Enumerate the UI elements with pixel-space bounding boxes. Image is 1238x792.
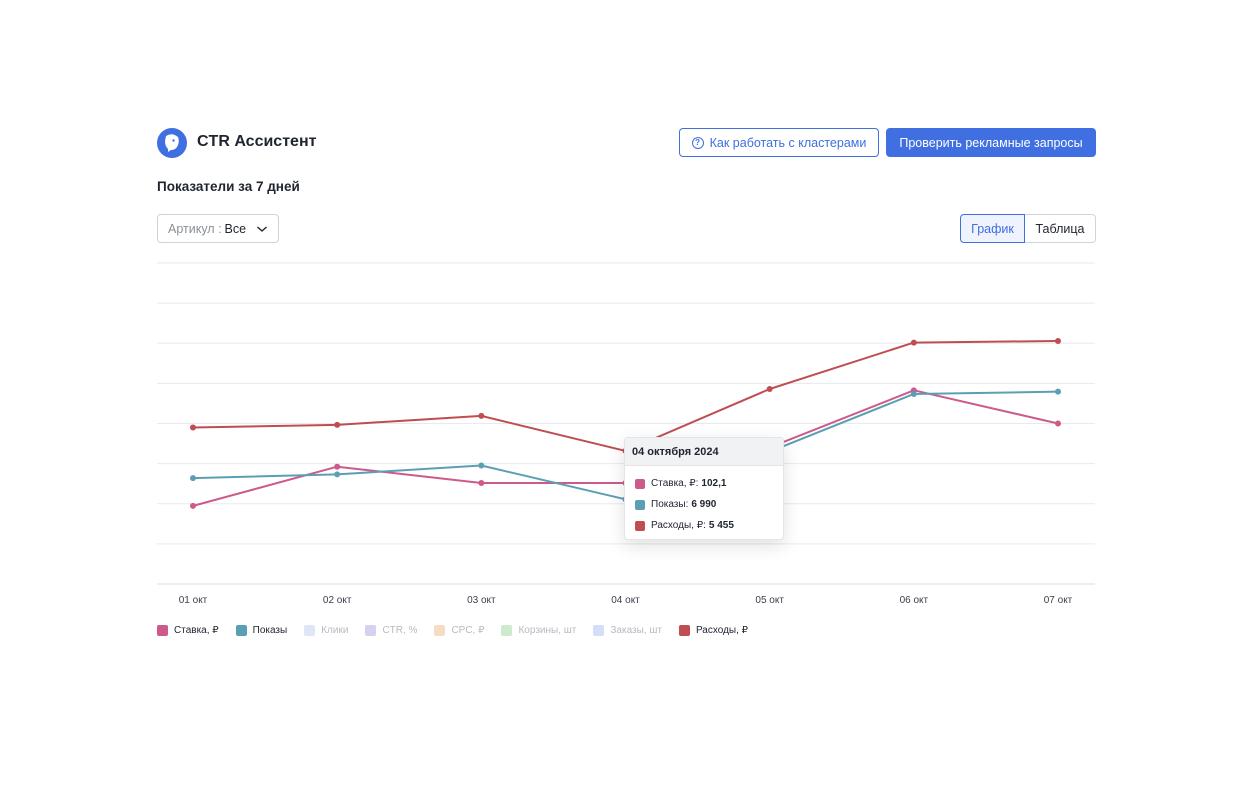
legend-item[interactable]: Расходы, ₽ [678, 624, 749, 636]
legend-item[interactable]: Показы [235, 624, 288, 636]
data-point [910, 339, 917, 346]
data-point [334, 463, 341, 470]
section-title: Показатели за 7 дней [157, 179, 300, 194]
legend-label: Ставка, ₽ [174, 624, 219, 636]
data-point [334, 471, 341, 478]
tooltip-value: 6 990 [691, 499, 717, 510]
legend-swatch [365, 624, 377, 636]
legend-item[interactable]: Клики [304, 624, 349, 636]
header: CTR Ассистент ? Как работать с кластерам… [157, 128, 1096, 158]
legend-item[interactable]: Заказы, шт [593, 624, 662, 636]
x-tick-label: 04 окт [611, 595, 640, 606]
tooltip-label: Показы: [651, 499, 689, 510]
legend-label: Показы [252, 624, 288, 636]
legend-swatch [501, 624, 513, 636]
tab-table[interactable]: Таблица [1025, 214, 1096, 243]
x-tick-label: 01 окт [179, 595, 208, 606]
tooltip-row: Ставка, ₽: 102,1 [625, 473, 783, 494]
legend-swatch [157, 624, 168, 636]
tooltip-value: 102,1 [701, 478, 727, 489]
tooltip-label: Расходы, ₽: [651, 520, 706, 531]
tooltip-value: 5 455 [708, 520, 734, 531]
data-point [478, 480, 485, 487]
legend-label: CPC, ₽ [451, 624, 485, 636]
question-icon: ? [691, 136, 704, 149]
chevron-down-icon [257, 226, 267, 232]
article-filter-value: Все [224, 221, 247, 236]
tooltip-row: Показы: 6 990 [625, 494, 783, 515]
x-tick-label: 07 окт [1044, 595, 1073, 606]
tooltip-body: Ставка, ₽: 102,1 Показы: 6 990 Расходы, ₽: 5 … [625, 466, 783, 536]
app-title: CTR Ассистент [197, 133, 317, 150]
tooltip-swatch [635, 520, 645, 531]
view-toggle: График Таблица [960, 214, 1096, 243]
data-point [1055, 420, 1061, 427]
check-ad-queries-button[interactable]: Проверить рекламные запросы [886, 128, 1096, 157]
article-filter-select[interactable]: Артикул : Все [157, 214, 279, 243]
x-tick-label: 02 окт [323, 595, 352, 606]
legend-swatch [434, 624, 446, 636]
data-point [334, 421, 341, 428]
legend-swatch [235, 624, 247, 636]
x-tick-label: 06 окт [900, 595, 929, 606]
data-point [190, 475, 196, 482]
legend-label: Расходы, ₽ [695, 624, 749, 636]
chart-legend: Ставка, ₽ Показы Клики CTR, % CPC, ₽ Корзины,… [157, 623, 765, 637]
legend-swatch [593, 624, 605, 636]
legend-item[interactable]: CTR, % [365, 624, 418, 636]
data-point [190, 424, 196, 431]
data-point [1055, 388, 1061, 395]
data-point [478, 462, 485, 469]
tooltip-date: 04 октября 2024 [625, 438, 783, 466]
data-point [478, 412, 485, 419]
tooltip-swatch [635, 499, 645, 510]
tooltip-row: Расходы, ₽: 5 455 [625, 515, 783, 536]
legend-swatch [678, 624, 690, 636]
tooltip-label: Ставка, ₽: [651, 478, 699, 489]
tooltip-swatch [635, 478, 645, 489]
logo-icon [157, 128, 187, 158]
help-clusters-button[interactable]: ? Как работать с кластерами [679, 128, 879, 157]
help-clusters-label: Как работать с кластерами [709, 135, 867, 150]
data-point [1055, 337, 1061, 344]
series-line [192, 339, 1059, 452]
data-point [910, 390, 917, 397]
x-tick-label: 05 окт [755, 595, 784, 606]
legend-label: Корзины, шт [518, 624, 577, 636]
legend-label: CTR, % [382, 624, 418, 636]
chart-tooltip: 04 октября 2024 Ставка, ₽: 102,1 Показы: 6 … [624, 437, 784, 540]
legend-item[interactable]: Ставка, ₽ [157, 624, 219, 636]
data-point [190, 502, 196, 509]
legend-label: Заказы, шт [610, 624, 662, 636]
legend-label: Клики [321, 624, 349, 636]
legend-item[interactable]: Корзины, шт [501, 624, 577, 636]
article-filter-label: Артикул : [168, 221, 222, 236]
x-tick-label: 03 окт [467, 595, 496, 606]
legend-swatch [304, 624, 316, 636]
legend-item[interactable]: CPC, ₽ [434, 624, 485, 636]
data-point [766, 385, 773, 392]
tab-chart[interactable]: График [960, 214, 1025, 243]
